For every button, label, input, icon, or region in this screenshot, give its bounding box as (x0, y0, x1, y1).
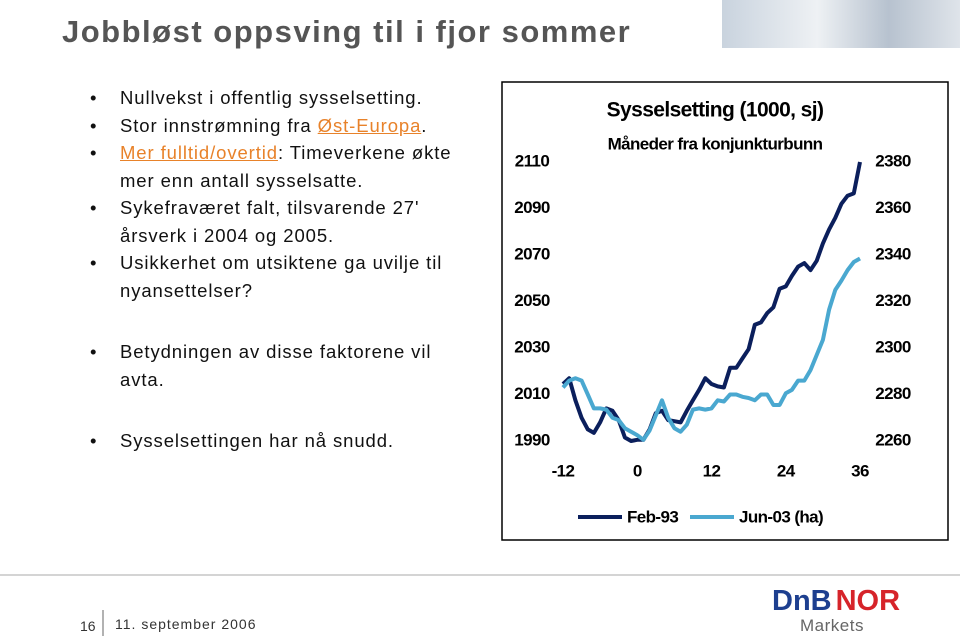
y-tick-label: 2010 (514, 384, 550, 403)
y-tick-label: 2030 (514, 337, 550, 356)
bullet-text: Betydningen av disse faktorene vil avta. (120, 341, 432, 390)
chart-subtitle: Måneder fra konjunkturbunn (608, 134, 823, 153)
bullet: Sykefraværet falt, tilsvarende 27' årsve… (90, 194, 470, 249)
x-tick-label: 24 (777, 461, 796, 480)
y2-tick-label: 2340 (875, 244, 911, 263)
y2-tick-label: 2360 (875, 198, 911, 217)
x-tick-label: 36 (851, 461, 869, 480)
bullet: Mer fulltid/overtid: Timeverkene økte me… (90, 139, 470, 194)
y-tick-label: 2070 (514, 244, 550, 263)
footer-date: 11. september 2006 (115, 616, 257, 632)
y2-tick-label: 2280 (875, 384, 911, 403)
logo: DnB NOR (772, 586, 900, 616)
bullet-text: Nullvekst i offentlig sysselsetting. (120, 87, 423, 108)
y2-tick-label: 2380 (875, 151, 911, 170)
y-tick-label: 2090 (514, 198, 550, 217)
bullet-text: Sykefraværet falt, tilsvarende 27' årsve… (120, 197, 420, 246)
series-line (561, 161, 862, 443)
link[interactable]: Mer fulltid/overtid (120, 142, 278, 163)
bullet: Nullvekst i offentlig sysselsetting. (90, 84, 470, 112)
y2-tick-label: 2300 (875, 337, 911, 356)
bullet: Sysselsettingen har nå snudd. (90, 427, 470, 455)
bullet-text: . (421, 114, 428, 136)
y-tick-label: 2050 (514, 291, 550, 310)
chart-frame (501, 81, 949, 541)
bullet-text: Usikkerhet om utsiktene ga uvilje til ny… (120, 252, 443, 301)
link[interactable]: Øst-Europa (317, 114, 422, 136)
y2-tick-label: 2320 (875, 291, 911, 310)
legend-label: Jun-03 (ha) (739, 507, 823, 526)
x-tick-label: -12 (552, 461, 575, 480)
chart-title: Sysselsetting (1000, sj) (607, 99, 824, 122)
x-tick-label: 12 (703, 461, 721, 480)
bullet: Usikkerhet om utsiktene ga uvilje til ny… (90, 249, 470, 304)
y-tick-label: 2110 (515, 151, 550, 170)
bullet-text: Sysselsettingen har nå snudd. (120, 430, 394, 451)
logo-left: DnB (772, 585, 832, 617)
logo-right: NOR (835, 585, 901, 617)
bullet-text: Stor innstrømning fra (120, 114, 318, 136)
logo-sub: Markets (800, 616, 864, 635)
y2-tick-label: 2260 (875, 430, 911, 449)
bullet-text: : Timeverkene økte mer enn antall syssel… (120, 142, 452, 191)
bullet: Betydningen av disse faktorene vil avta. (90, 338, 470, 393)
y-tick-label: 1990 (514, 430, 550, 449)
header-image (722, 0, 960, 48)
legend-label: Feb-93 (627, 507, 678, 526)
bullet-list: Nullvekst i offentlig sysselsetting. Stor… (90, 84, 470, 455)
series-line (561, 256, 861, 442)
bullet: Stor innstrømning fra Øst-Europa. (90, 112, 470, 140)
x-tick-label: 0 (633, 461, 642, 480)
slide-title: Jobbløst oppsving til i fjor sommer (62, 14, 632, 49)
page-number: 16 (80, 618, 96, 634)
